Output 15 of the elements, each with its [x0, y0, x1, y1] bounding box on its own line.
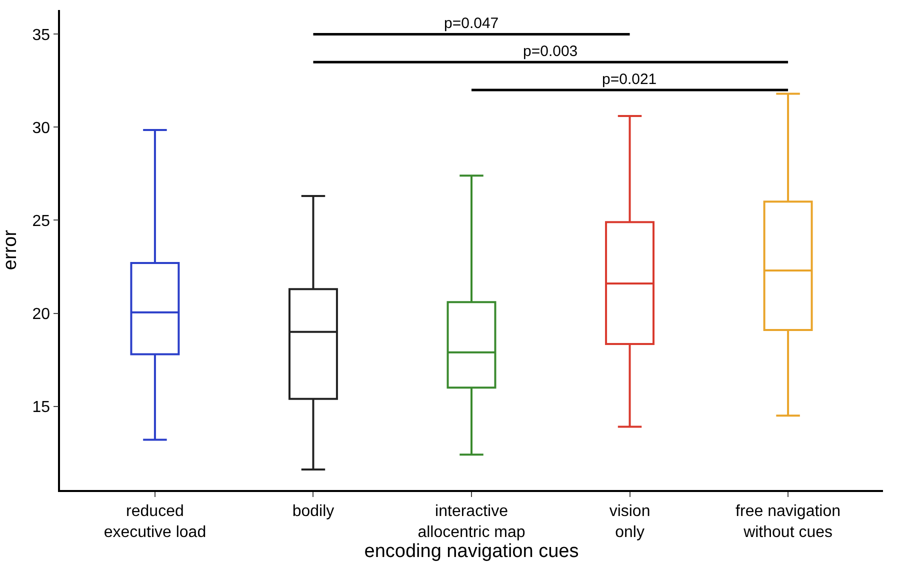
y-tick-label: 30 — [32, 120, 50, 137]
annotation: p=0.021 — [602, 71, 657, 88]
x-tick-label: reduced executive load — [104, 502, 206, 541]
y-tick-label: 35 — [32, 26, 50, 44]
y-tick-label: 15 — [32, 398, 50, 416]
x-tick-label: interactive allocentric map — [418, 502, 526, 541]
x-tick-label: bodily — [292, 502, 334, 520]
y-axis-title: error — [0, 229, 21, 270]
y-tick-label: 20 — [32, 306, 50, 323]
annotation: p=0.047 — [444, 15, 499, 32]
x-axis-title: encoding navigation cues — [364, 541, 579, 562]
y-tick-label: 25 — [32, 212, 50, 230]
x-tick-label: free navigation without cues — [736, 502, 841, 541]
annotation: p=0.003 — [523, 43, 578, 60]
x-tick-label: vision only — [609, 502, 650, 541]
